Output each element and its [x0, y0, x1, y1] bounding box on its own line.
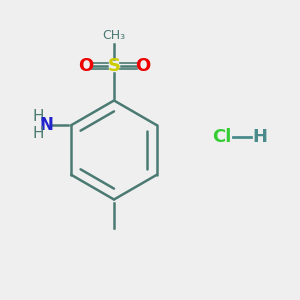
Text: S: S — [107, 57, 121, 75]
Text: N: N — [40, 116, 53, 134]
Text: O: O — [78, 57, 93, 75]
Text: H: H — [33, 109, 44, 124]
Text: O: O — [135, 57, 150, 75]
Text: Cl: Cl — [212, 128, 232, 146]
Text: CH₃: CH₃ — [102, 28, 126, 42]
Text: H: H — [33, 126, 44, 141]
Text: H: H — [252, 128, 267, 146]
